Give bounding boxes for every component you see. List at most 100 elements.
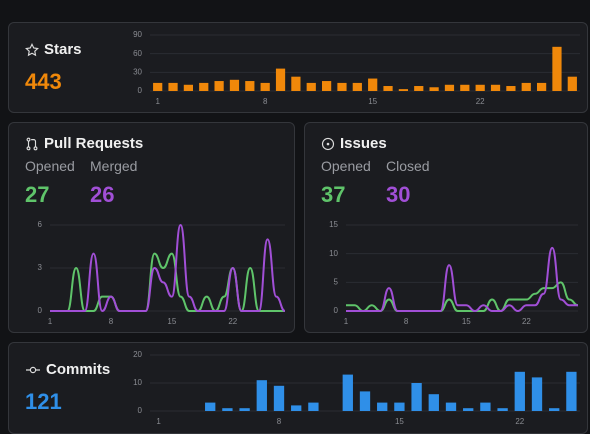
- bar: [398, 89, 408, 91]
- y-tick-label: 60: [133, 49, 142, 58]
- bar: [229, 79, 240, 91]
- total: 26: [90, 182, 115, 207]
- x-tick-label: 22: [228, 317, 237, 326]
- x-tick-label: 15: [462, 317, 471, 326]
- y-tick-label: 3: [38, 263, 43, 272]
- x-tick-label: 8: [404, 317, 409, 326]
- commits-card: Commits 121 0 10 20 1 8 15 22: [8, 342, 588, 434]
- bar: [275, 68, 286, 91]
- y-tick-label: 0: [38, 306, 43, 315]
- series-line: [50, 223, 286, 313]
- x-tick-label: 1: [155, 97, 160, 106]
- bar: [239, 408, 250, 411]
- total: 27: [25, 182, 50, 207]
- bar: [260, 82, 270, 91]
- bar: [291, 405, 302, 411]
- bar: [480, 402, 491, 411]
- bar: [514, 371, 525, 411]
- bar: [506, 86, 516, 91]
- y-tick-label: 30: [133, 67, 142, 76]
- x-tick-label: 1: [48, 317, 53, 326]
- bar: [428, 394, 439, 411]
- x-tick-label: 8: [109, 317, 114, 326]
- y-tick-label: 0: [334, 306, 339, 315]
- bar: [394, 402, 405, 411]
- bar: [463, 408, 474, 411]
- bar: [308, 402, 319, 411]
- plot: 0 30 60 90 1 8 15 22: [133, 30, 580, 106]
- title-text: Commits: [46, 361, 111, 378]
- x-tick-label: 1: [344, 317, 349, 326]
- x-tick-label: 8: [277, 417, 282, 426]
- bar: [199, 82, 209, 91]
- commit-icon: [26, 366, 40, 373]
- x-tick-label: 15: [368, 97, 377, 106]
- bar: [552, 46, 562, 91]
- card-title: Commits: [25, 361, 110, 378]
- series-line: [346, 246, 578, 313]
- bar: [531, 377, 543, 411]
- x-tick-label: 1: [156, 417, 161, 426]
- bar: [521, 82, 531, 91]
- x-tick-label: 22: [515, 417, 524, 426]
- stars-card: Stars 443 0 30 60 90 1 8 15 22: [8, 22, 588, 113]
- title-text: Issues: [340, 135, 387, 152]
- total: 37: [321, 182, 346, 207]
- bar: [306, 82, 316, 91]
- x-tick-label: 15: [167, 317, 176, 326]
- y-tick-label: 10: [329, 249, 338, 258]
- y-tick-label: 5: [334, 277, 339, 286]
- bar: [342, 374, 353, 411]
- bar: [245, 81, 255, 91]
- x-tick-label: 22: [476, 97, 485, 106]
- title-text: Stars: [44, 41, 82, 58]
- bar: [337, 82, 347, 91]
- bar: [475, 84, 485, 91]
- plot: 0 10 20 1 8 15 22: [133, 350, 580, 426]
- bar: [291, 76, 301, 91]
- legend-label: Closed: [386, 158, 430, 174]
- bar: [256, 380, 267, 411]
- y-tick-label: 0: [138, 406, 143, 415]
- y-tick-label: 0: [138, 86, 143, 95]
- x-tick-label: 8: [263, 97, 268, 106]
- issue-icon: [321, 137, 335, 150]
- bar: [497, 408, 508, 411]
- x-tick-label: 15: [395, 417, 404, 426]
- bar: [377, 402, 388, 411]
- bar: [368, 78, 378, 91]
- bar: [359, 391, 371, 411]
- bar: [383, 86, 393, 91]
- card-title: Issues: [321, 135, 387, 152]
- bar: [205, 402, 216, 411]
- star-icon: [25, 42, 39, 56]
- series-line: [346, 281, 579, 313]
- total: 443: [25, 69, 62, 94]
- bar: [444, 84, 455, 91]
- series-line: [50, 252, 285, 313]
- legend-label: Opened: [25, 158, 75, 174]
- bar: [414, 86, 424, 91]
- bar: [273, 385, 285, 411]
- y-tick-label: 90: [133, 30, 142, 39]
- bar: [352, 82, 362, 91]
- bar: [153, 82, 163, 91]
- bar: [214, 81, 224, 91]
- title-text: Pull Requests: [44, 135, 144, 152]
- y-tick-label: 6: [38, 220, 43, 229]
- card-title: Stars: [25, 41, 82, 58]
- bar: [429, 87, 439, 91]
- bar: [567, 76, 577, 91]
- total: 121: [25, 389, 62, 414]
- y-tick-label: 10: [133, 378, 142, 387]
- card-title: Pull Requests: [25, 135, 143, 152]
- bar: [322, 81, 332, 91]
- y-tick-label: 15: [329, 220, 338, 229]
- bar: [183, 84, 193, 91]
- total: 30: [386, 182, 411, 207]
- pull-requests-card: Pull Requests Opened Merged 27 26 0 3 6 1 8 1…: [8, 122, 295, 333]
- plot: 0 5 10 15 1 8 15 22: [329, 220, 579, 326]
- bar: [566, 371, 577, 411]
- x-tick-label: 22: [522, 317, 531, 326]
